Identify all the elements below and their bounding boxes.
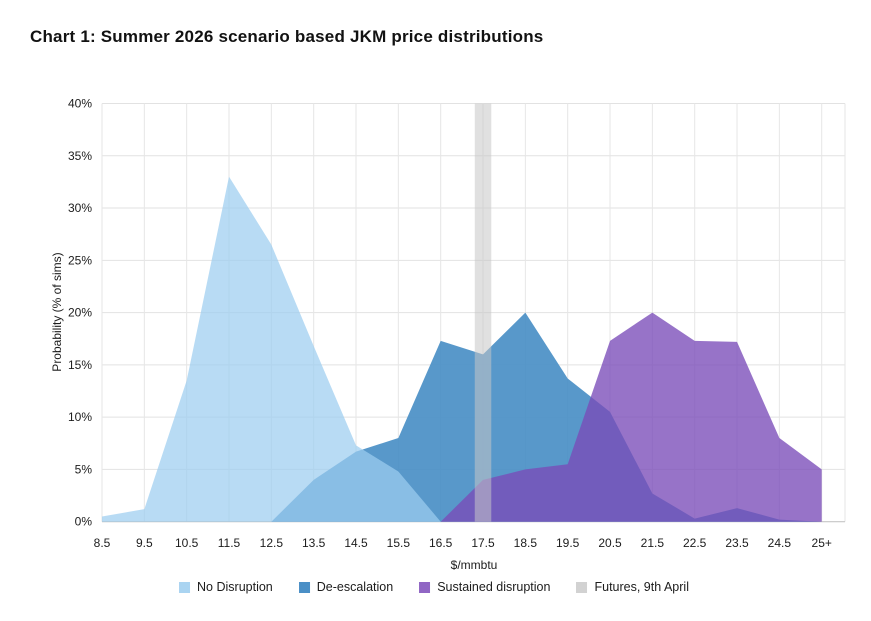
x-tick-label: 12.5 <box>260 536 284 550</box>
x-tick-label: 9.5 <box>136 536 153 550</box>
legend-label: De-escalation <box>316 580 394 594</box>
y-tick-label: 30% <box>68 201 92 215</box>
x-tick-label: 19.5 <box>556 536 580 550</box>
x-axis-title: $/mmbtu <box>450 558 498 572</box>
y-tick-label: 25% <box>68 253 92 267</box>
no-disruption-swatch-icon <box>179 581 191 593</box>
x-tick-label: 21.5 <box>641 536 665 550</box>
x-tick-label: 16.5 <box>429 536 453 550</box>
x-tick-label: 11.5 <box>218 536 241 550</box>
y-tick-label: 10% <box>68 410 92 424</box>
x-tick-label: 25+ <box>812 536 832 550</box>
series-area-no-disruption <box>102 176 822 522</box>
legend-item-de-escalation: De-escalation <box>298 580 394 594</box>
y-tick-label: 35% <box>68 149 92 163</box>
y-tick-label: 40% <box>68 97 92 111</box>
x-tick-label: 20.5 <box>598 536 622 550</box>
chart-title: Chart 1: Summer 2026 scenario based JKM … <box>30 27 544 46</box>
futures-marker-bar <box>474 103 492 522</box>
y-tick-label: 15% <box>68 358 92 372</box>
y-axis-title: Probability (% of sims) <box>50 252 64 372</box>
y-tick-label: 20% <box>68 306 92 320</box>
legend-item-no-disruption: No Disruption <box>179 580 273 594</box>
legend-item-futures: Futures, 9th April <box>576 580 689 594</box>
legend-label: Futures, 9th April <box>594 580 689 594</box>
x-tick-label: 10.5 <box>175 536 199 550</box>
x-tick-label: 24.5 <box>768 536 792 550</box>
futures-swatch-icon <box>576 581 588 593</box>
x-tick-label: 23.5 <box>725 536 749 550</box>
legend-label: No Disruption <box>197 580 273 594</box>
x-tick-label: 8.5 <box>94 536 111 550</box>
legend-label: Sustained disruption <box>437 580 551 594</box>
x-tick-label: 14.5 <box>344 536 368 550</box>
x-tick-label: 22.5 <box>683 536 707 550</box>
de-escalation-swatch-icon <box>298 581 310 593</box>
chart-legend: No Disruption De-escalation Sustained di… <box>179 580 689 594</box>
series-area-sustained-disruption <box>102 312 822 522</box>
y-tick-label: 0% <box>75 515 93 529</box>
series-area-de-escalation <box>102 312 822 522</box>
legend-item-sustained-disruption: Sustained disruption <box>419 580 550 594</box>
x-tick-label: 17.5 <box>471 536 495 550</box>
x-tick-label: 18.5 <box>514 536 538 550</box>
x-tick-label: 13.5 <box>302 536 326 550</box>
sustained-disruption-swatch-icon <box>419 581 431 593</box>
x-tick-label: 15.5 <box>387 536 411 550</box>
y-tick-label: 5% <box>75 462 93 476</box>
